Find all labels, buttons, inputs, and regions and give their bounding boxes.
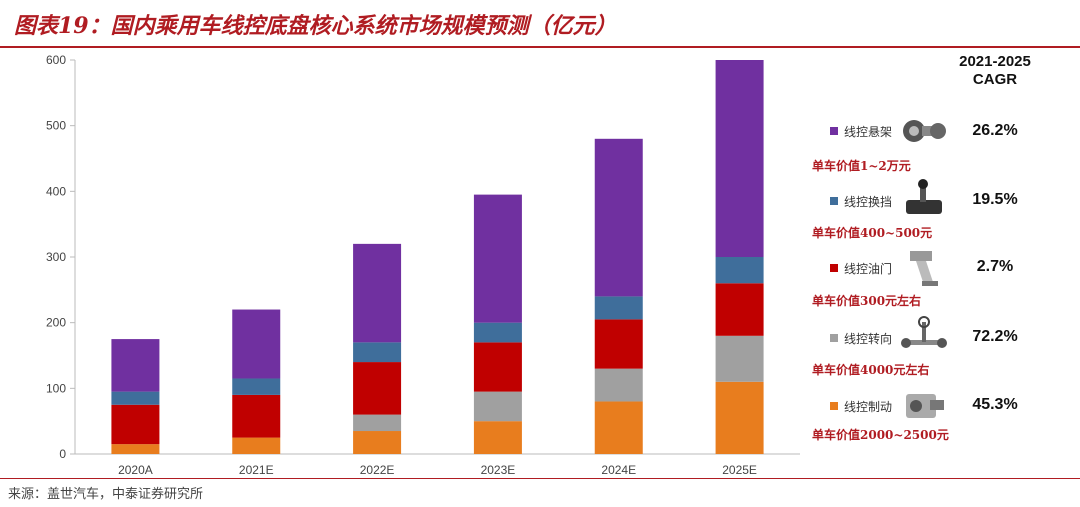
legend-item-steering: 线控转向: [830, 328, 892, 348]
bar-segment: [353, 243, 402, 343]
bar-segment: [353, 414, 402, 432]
cagr-header-label: CAGR: [972, 71, 1018, 88]
cagr-suspension: 26.2%: [972, 122, 1018, 139]
y-tick-label: 500: [46, 119, 66, 133]
suspension-icon: [903, 120, 946, 142]
bar-segment: [353, 431, 402, 454]
x-tick-label: 2022E: [360, 463, 395, 476]
bar-segment: [473, 342, 522, 392]
legend-swatch: [830, 127, 838, 135]
x-tick-label: 2020A: [118, 463, 153, 476]
bar-segment: [232, 437, 281, 454]
bar-segment: [473, 322, 522, 343]
legend-swatch: [830, 264, 838, 272]
source-note: 来源：盖世汽车，中泰证券研究所: [8, 487, 204, 502]
legend-swatch: [830, 402, 838, 410]
y-tick-label: 0: [59, 447, 66, 461]
legend-label: 线控油门: [844, 261, 893, 276]
price-suspension: 单车价值1~2万元: [812, 159, 911, 173]
y-tick-label: 200: [46, 316, 66, 330]
cagr-header: 2021-2025 CAGR: [945, 53, 1045, 89]
price-pedal: 单车价值300元左右: [812, 294, 922, 308]
bar-segment: [473, 421, 522, 454]
bar-segment: [715, 257, 764, 284]
legend-swatch: [830, 334, 838, 342]
y-tick-label: 300: [46, 250, 66, 264]
cagr-brake: 45.3%: [972, 396, 1018, 413]
bar-segment: [594, 319, 643, 369]
bar-segment: [473, 391, 522, 422]
bar-segment: [594, 138, 643, 297]
y-tick-label: 400: [46, 184, 66, 198]
price-brake: 单车价值2000~2500元: [812, 428, 949, 442]
cagr-pedal: 2.7%: [976, 258, 1014, 275]
bar-segment: [353, 362, 402, 415]
bar-segment: [715, 335, 764, 382]
cagr-shifter: 19.5%: [972, 191, 1018, 208]
legend-item-suspension: 线控悬架: [830, 121, 892, 141]
bar-segment: [232, 378, 281, 395]
bar-segment: [715, 283, 764, 336]
legend-item-pedal: 线控油门: [830, 258, 892, 278]
bar-segment: [594, 401, 643, 454]
legend-label: 线控转向: [844, 331, 893, 346]
title-bar: 图表19：国内乘用车线控底盘核心系统市场规模预测（亿元）: [0, 0, 1080, 48]
steering-icon: [901, 316, 947, 348]
legend-label: 线控制动: [844, 399, 893, 414]
brake-icon: [906, 394, 944, 418]
bar-segment: [594, 296, 643, 320]
bar-segment: [232, 394, 281, 438]
legend-item-brake: 线控制动: [830, 396, 892, 416]
legend-label: 线控悬架: [844, 124, 893, 139]
x-tick-label: 2025E: [722, 463, 757, 476]
stacked-bar-chart: 0 100 200 300 400 500 600 2020A 2021E 2022E 2023E 2…: [46, 53, 800, 476]
legend-swatch: [830, 197, 838, 205]
y-tick-label: 600: [46, 53, 66, 67]
bar-segment: [715, 60, 764, 257]
bar-segment: [111, 404, 160, 445]
footer-divider: [0, 478, 1080, 479]
bar-segment: [715, 381, 764, 454]
bar-segment: [111, 339, 160, 392]
price-shifter: 单车价值400~500元: [812, 226, 933, 240]
cagr-header-years: 2021-2025: [959, 53, 1031, 70]
cagr-steering: 72.2%: [972, 328, 1018, 345]
pedal-icon: [910, 251, 938, 286]
x-tick-label: 2021E: [239, 463, 274, 476]
bar-segment: [473, 194, 522, 323]
x-tick-label: 2024E: [601, 463, 636, 476]
bar-segment: [232, 309, 281, 379]
bar-segment: [111, 391, 160, 405]
price-steering: 单车价值4000元左右: [812, 363, 930, 377]
x-tick-label: 2023E: [481, 463, 516, 476]
bar-segment: [594, 368, 643, 402]
bar-segment: [353, 342, 402, 363]
shifter-icon: [906, 179, 942, 214]
legend-item-shifter: 线控换挡: [830, 191, 892, 211]
bar-segment: [111, 444, 160, 454]
figure-title: 图表19：国内乘用车线控底盘核心系统市场规模预测（亿元）: [14, 13, 617, 39]
legend-label: 线控换挡: [844, 194, 893, 209]
y-tick-label: 100: [46, 381, 66, 395]
